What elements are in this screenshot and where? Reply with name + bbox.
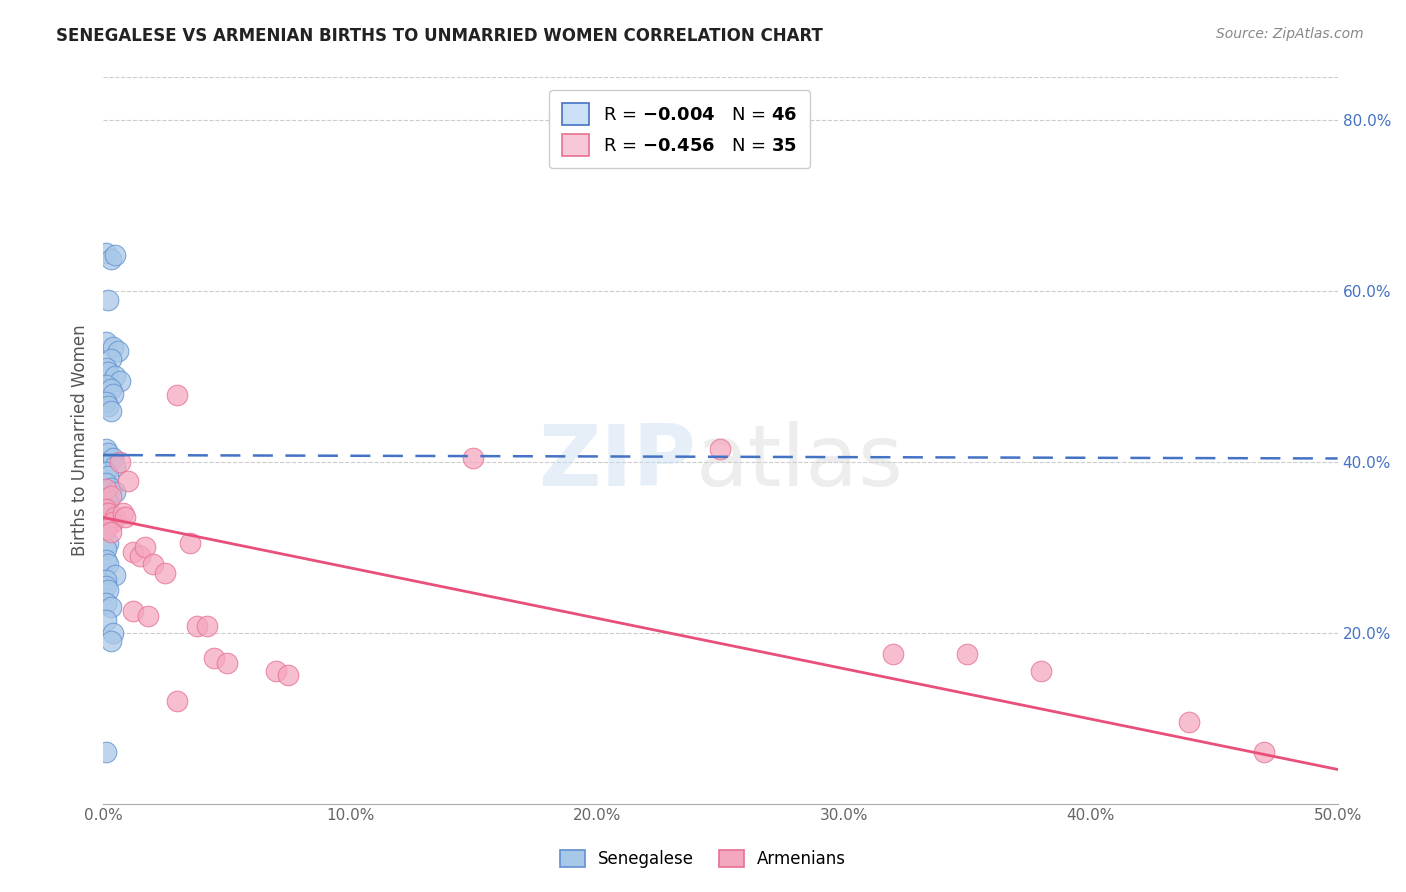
- Point: [100, 634, 122, 648]
- Point: [94, 501, 117, 516]
- Point: [264, 664, 287, 678]
- Point: [97, 536, 120, 550]
- Point: [166, 694, 188, 708]
- Point: [100, 600, 122, 615]
- Point: [94, 542, 117, 557]
- Point: [94, 245, 117, 260]
- Point: [94, 522, 117, 536]
- Point: [956, 647, 979, 661]
- Point: [134, 541, 156, 555]
- Point: [882, 647, 904, 661]
- Point: [1253, 745, 1275, 759]
- Point: [97, 495, 120, 509]
- Point: [100, 382, 122, 396]
- Point: [179, 536, 201, 550]
- Point: [94, 506, 117, 520]
- Point: [709, 442, 731, 456]
- Point: [463, 450, 485, 465]
- Point: [101, 386, 124, 401]
- Point: [94, 745, 117, 759]
- Point: [100, 352, 122, 367]
- Text: ZIP: ZIP: [538, 421, 696, 504]
- Point: [141, 558, 163, 572]
- Point: [94, 596, 117, 610]
- Text: SENEGALESE VS ARMENIAN BIRTHS TO UNMARRIED WOMEN CORRELATION CHART: SENEGALESE VS ARMENIAN BIRTHS TO UNMARRI…: [56, 27, 823, 45]
- Text: Source: ZipAtlas.com: Source: ZipAtlas.com: [1216, 27, 1364, 41]
- Point: [97, 506, 120, 520]
- Point: [100, 489, 122, 503]
- Y-axis label: Births to Unmarried Women: Births to Unmarried Women: [72, 325, 89, 557]
- Point: [107, 343, 129, 358]
- Point: [100, 510, 122, 524]
- Point: [166, 388, 188, 402]
- Point: [94, 491, 117, 505]
- Point: [114, 510, 136, 524]
- Point: [101, 515, 124, 529]
- Legend: Senegalese, Armenians: Senegalese, Armenians: [553, 843, 853, 875]
- Point: [97, 558, 120, 572]
- Point: [121, 604, 143, 618]
- Point: [104, 567, 127, 582]
- Point: [101, 625, 124, 640]
- Point: [110, 455, 132, 469]
- Point: [277, 668, 299, 682]
- Point: [94, 360, 117, 375]
- Point: [104, 484, 127, 499]
- Point: [100, 481, 122, 495]
- Point: [110, 374, 132, 388]
- Point: [97, 446, 120, 460]
- Point: [94, 613, 117, 627]
- Text: atlas: atlas: [696, 421, 904, 504]
- Point: [111, 506, 134, 520]
- Point: [94, 579, 117, 593]
- Point: [100, 252, 122, 266]
- Point: [104, 459, 127, 474]
- Point: [100, 524, 122, 539]
- Point: [215, 656, 238, 670]
- Point: [94, 476, 117, 491]
- Point: [94, 335, 117, 350]
- Point: [94, 482, 117, 496]
- Point: [129, 549, 152, 563]
- Point: [101, 450, 124, 465]
- Point: [104, 369, 127, 384]
- Point: [94, 573, 117, 587]
- Point: [97, 582, 120, 597]
- Point: [94, 378, 117, 392]
- Point: [97, 469, 120, 483]
- Point: [202, 651, 225, 665]
- Point: [94, 395, 117, 409]
- Point: [101, 340, 124, 354]
- Point: [136, 608, 159, 623]
- Legend: R = $\mathbf{-0.004}$   N = $\mathbf{46}$, R = $\mathbf{-0.456}$   N = $\mathbf{: R = $\mathbf{-0.004}$ N = $\mathbf{46}$,…: [550, 90, 810, 169]
- Point: [94, 465, 117, 479]
- Point: [121, 544, 143, 558]
- Point: [94, 553, 117, 567]
- Point: [104, 510, 127, 524]
- Point: [97, 293, 120, 307]
- Point: [186, 619, 208, 633]
- Point: [100, 403, 122, 417]
- Point: [104, 248, 127, 262]
- Point: [97, 365, 120, 379]
- Point: [94, 442, 117, 456]
- Point: [97, 400, 120, 414]
- Point: [195, 619, 218, 633]
- Point: [1178, 715, 1201, 730]
- Point: [117, 474, 139, 488]
- Point: [153, 566, 176, 580]
- Point: [94, 519, 117, 533]
- Point: [1031, 664, 1053, 678]
